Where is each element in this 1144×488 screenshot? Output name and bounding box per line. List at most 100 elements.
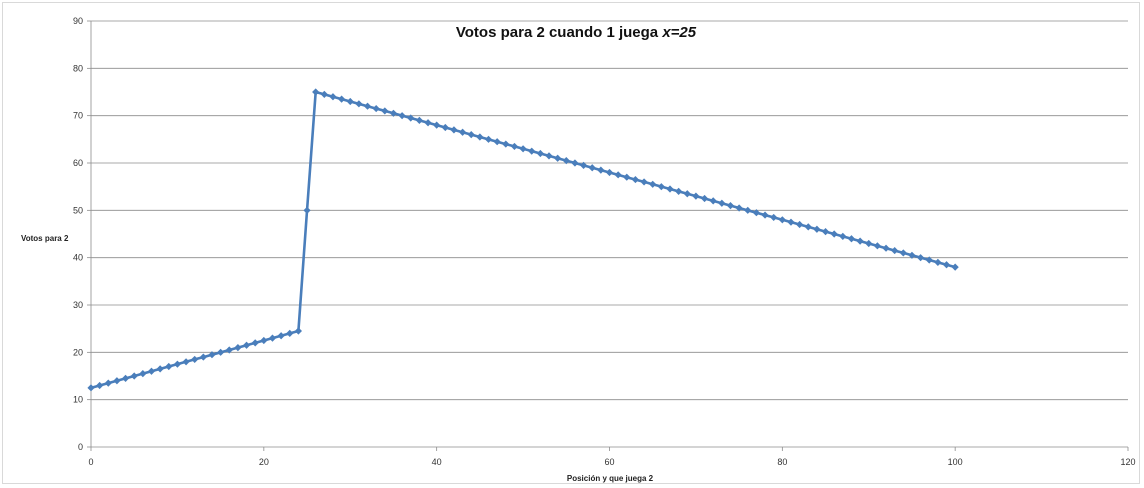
y-tick-label-80: 80	[73, 63, 83, 73]
x-tick-label-40: 40	[432, 457, 442, 467]
data-point	[709, 197, 717, 205]
data-point	[199, 353, 207, 361]
data-point	[294, 327, 302, 335]
data-point	[536, 149, 544, 158]
data-point	[484, 135, 493, 143]
data-point	[804, 223, 812, 231]
data-point	[389, 109, 398, 117]
gridlines	[91, 20, 1128, 401]
data-point	[372, 104, 380, 113]
data-point	[493, 138, 501, 146]
data-point	[744, 206, 752, 214]
data-point	[873, 242, 881, 250]
data-point	[458, 128, 467, 136]
data-point	[692, 192, 700, 200]
data-point	[813, 225, 821, 233]
data-point	[545, 152, 553, 160]
data-point	[796, 220, 804, 229]
data-point	[675, 187, 683, 195]
data-point	[441, 123, 449, 132]
data-point	[303, 206, 311, 214]
data-point	[787, 218, 795, 226]
data-point	[424, 119, 432, 127]
data-point	[735, 204, 743, 212]
y-tick-label-60: 60	[73, 158, 83, 168]
data-point	[242, 341, 251, 349]
y-tick-label-40: 40	[73, 253, 83, 263]
data-point	[579, 161, 588, 169]
chart-svg: 0 10 20 30 40 50 60 70 80 90 0 20 40 60 80 100 120 Votos…	[21, 16, 1136, 483]
x-tick-label-80: 80	[777, 457, 787, 467]
data-point	[519, 145, 527, 153]
chart-title-main: Votos para 2 cuando 1 juega	[456, 24, 662, 41]
data-point	[623, 173, 631, 181]
data-point	[191, 355, 199, 364]
data-point	[251, 339, 259, 347]
data-point	[182, 358, 190, 366]
data-point	[571, 159, 579, 167]
data-point	[821, 228, 830, 236]
data-point	[683, 190, 691, 198]
data-point	[286, 329, 294, 337]
data-point	[467, 131, 475, 139]
axes: 0 10 20 30 40 50 60 70 80 90 0 20 40 60 80 100 120	[73, 16, 1136, 467]
y-tick-label-30: 30	[73, 300, 83, 310]
data-point	[96, 381, 104, 390]
data-point	[761, 211, 769, 219]
data-point	[173, 360, 182, 368]
x-tick-label-20: 20	[259, 457, 269, 467]
data-point	[355, 100, 363, 108]
x-tick-label-120: 120	[1120, 457, 1135, 467]
data-point	[528, 147, 536, 155]
data-point	[891, 246, 899, 255]
data-point	[415, 116, 423, 124]
data-point	[165, 362, 173, 371]
data-point	[917, 254, 925, 262]
data-point	[614, 171, 622, 179]
data-point	[839, 232, 847, 240]
data-point	[338, 95, 346, 103]
y-tick-label-20: 20	[73, 347, 83, 357]
data-point	[631, 175, 640, 184]
data-point	[700, 194, 709, 203]
data-point	[770, 213, 778, 222]
data-point	[726, 202, 735, 210]
data-point	[113, 377, 121, 385]
data-point	[407, 114, 415, 122]
data-point	[899, 249, 907, 257]
data-point	[554, 154, 562, 162]
data-point	[277, 332, 285, 340]
data-point	[234, 344, 242, 352]
x-tick-label-60: 60	[604, 457, 614, 467]
data-point	[882, 244, 890, 252]
data-point	[450, 126, 458, 134]
y-tick-label-0: 0	[78, 442, 83, 452]
data-point	[951, 263, 959, 271]
data-point	[562, 157, 570, 165]
y-tick-label-90: 90	[73, 16, 83, 26]
data-point	[778, 216, 786, 224]
data-point	[588, 164, 596, 172]
chart-title: Votos para 2 cuando 1 juega x=25	[456, 24, 697, 41]
data-point	[139, 370, 147, 378]
data-point	[363, 102, 372, 110]
data-point	[510, 142, 519, 151]
data-point	[225, 346, 233, 354]
data-point	[934, 258, 942, 266]
data-point	[329, 93, 337, 101]
data-point	[156, 365, 164, 373]
data-point	[752, 209, 761, 217]
y-tick-label-50: 50	[73, 205, 83, 215]
x-tick-label-0: 0	[88, 457, 93, 467]
chart-title-italic: x=25	[661, 24, 696, 41]
x-tick-label-100: 100	[948, 457, 963, 467]
data-point	[657, 183, 665, 191]
data-point	[87, 384, 95, 392]
data-point	[640, 178, 648, 186]
series-line-0	[90, 90, 956, 390]
data-point	[260, 336, 268, 345]
series-layer	[87, 88, 959, 392]
data-point	[346, 97, 354, 106]
y-tick-label-10: 10	[73, 395, 83, 405]
data-point	[217, 348, 225, 356]
